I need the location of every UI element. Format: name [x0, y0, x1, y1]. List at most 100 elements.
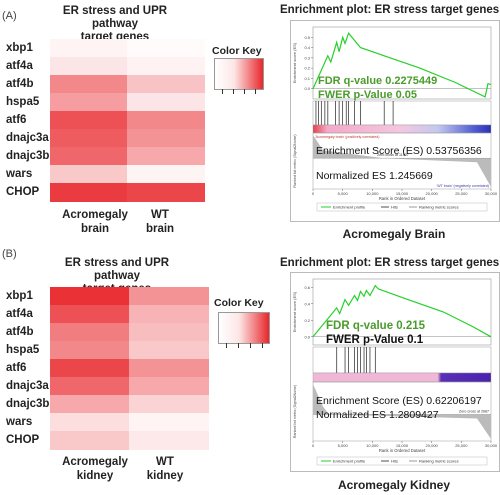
legend-box	[316, 456, 488, 466]
es-axis-label: Enrichment score (ES)	[292, 42, 297, 83]
heatmap-row-label: xbp1	[6, 290, 33, 302]
heatmap-b-col1-line2: kidney	[76, 470, 114, 482]
color-key-a	[214, 58, 264, 90]
heatmap-cell	[50, 111, 128, 130]
x-tick-label: 20,000	[426, 191, 439, 196]
legend-entry-profile: Enrichment profile	[333, 205, 366, 210]
heatmap-cell	[127, 57, 205, 76]
metric-axis-label: Ranked list metric (Signal2Noise)	[293, 134, 297, 187]
heatmap-cell	[129, 287, 209, 306]
heatmap-row-label: dnajc3a	[6, 132, 49, 144]
es-axis-label: Enrichment score (ES)	[292, 291, 297, 332]
heatmap-cell	[129, 359, 209, 378]
heatmap-cell	[129, 323, 209, 342]
gsea-a-panel: 0.0 0.1 0.2 0.3 0.4 0.5 Enrichment score (ES) R…	[290, 20, 500, 222]
gsea-a-nes: Normalized ES 1.245669	[316, 170, 433, 182]
heatmap-b	[50, 287, 209, 450]
positive-correlation-label: 'Acromegaly brain' (positively correlate…	[315, 135, 380, 139]
hits-frame	[312, 100, 492, 126]
x-tick-label: 25,000	[455, 191, 468, 196]
heatmap-cell	[127, 93, 205, 112]
color-key-a-ticks	[214, 89, 262, 95]
y-tick-label: 0.3	[304, 55, 310, 60]
correlation-bar	[312, 372, 492, 383]
y-tick-label: 0.5	[304, 35, 310, 40]
gsea-b-caption: Acromegaly Kidney	[337, 478, 451, 492]
panel-a-label: (A)	[2, 10, 17, 22]
zero-cross-label: Zero cross at 2687	[459, 409, 489, 413]
ranking-metric-area	[313, 135, 491, 187]
heatmap-cell	[50, 75, 128, 94]
legend-entry-metric: Ranking metric scores	[419, 205, 459, 210]
heatmap-b-title-line1: ER stress and UPR pathway	[64, 257, 170, 282]
y-tick-label: 0.0	[304, 334, 310, 339]
heatmap-b-col2-line1: WT	[156, 456, 174, 468]
x-tick-label: 10,000	[366, 443, 379, 448]
heatmap-cell	[129, 341, 209, 360]
color-key-b-ticks	[218, 343, 268, 349]
heatmap-a-title-line1: ER stress and UPR pathway	[62, 5, 168, 30]
heatmap-cell	[50, 165, 128, 184]
heatmap-a-col2-line1: WT	[151, 209, 169, 221]
zero-cross-label: Zero cross at 11907	[377, 153, 409, 157]
color-key-b-title: Color Key	[214, 297, 264, 309]
heatmap-cell	[50, 39, 128, 58]
gsea-a-es: Enrichment Score (ES) 0.53756356	[316, 145, 482, 157]
heatmap-cell	[50, 395, 130, 414]
heatmap-cell	[50, 323, 130, 342]
heatmap-b-col2-line2: kidney	[146, 470, 184, 482]
panel-b-label: (B)	[2, 248, 17, 260]
gsea-b-panel: 0.0 0.2 0.4 0.6 Enrichment score (ES) Ranked …	[290, 272, 500, 472]
enrichment-profile-line	[312, 31, 492, 98]
gsea-a-caption: Acromegaly Brain	[342, 227, 446, 241]
heatmap-cell	[127, 111, 205, 130]
heatmap-row-label: atf4a	[6, 308, 33, 320]
heatmap-row-label: hspa5	[6, 96, 40, 108]
hits-frame	[312, 346, 492, 374]
es-plot-frame	[312, 26, 492, 100]
x-tick-label: 10,000	[366, 191, 379, 196]
heatmap-cell	[127, 75, 205, 94]
heatmap-a-col1-line1: Acromegaly	[62, 209, 128, 221]
x-tick-label: 0	[312, 443, 315, 448]
heatmap-cell	[50, 305, 130, 324]
heatmap-a-col2-line2: brain	[145, 223, 175, 235]
heatmap-cell	[127, 183, 205, 202]
x-tick-label: 15,000	[396, 191, 409, 196]
heatmap-cell	[129, 413, 209, 432]
enrichment-profile-line	[312, 284, 492, 338]
legend-box	[316, 202, 488, 212]
heatmap-row-label: CHOP	[6, 434, 40, 446]
x-tick-label: 5,000	[338, 443, 349, 448]
es-plot-frame	[312, 278, 492, 346]
heatmap-row-label: atf4b	[6, 326, 34, 338]
x-tick-label: 30,000	[485, 443, 498, 448]
legend-entry-profile: Enrichment profile	[333, 459, 366, 464]
heatmap-row-label: dnajc3a	[6, 380, 49, 392]
legend-entry-hits: Hits	[391, 205, 398, 210]
heatmap-cell	[127, 129, 205, 148]
heatmap-row-label: atf4a	[6, 60, 33, 72]
heatmap-cell	[50, 287, 130, 306]
y-tick-label: 0.6	[304, 285, 310, 290]
heatmap-cell	[50, 431, 130, 450]
heatmap-cell	[129, 305, 209, 324]
heatmap-a-col1-line2: brain	[80, 223, 110, 235]
heatmap-cell	[129, 377, 209, 396]
heatmap-row-label: wars	[6, 168, 33, 180]
negative-correlation-label: 'WT brain' (negatively correlated)	[437, 184, 489, 188]
color-key-b	[218, 312, 270, 344]
y-tick-label: 0.1	[304, 76, 310, 81]
heatmap-b-col-label-2: WT kidney	[130, 455, 200, 483]
heatmap-cell	[127, 165, 205, 184]
x-tick-label: 5,000	[338, 191, 349, 196]
heatmap-cell	[50, 57, 128, 76]
legend-entry-metric: Ranking metric scores	[419, 459, 459, 464]
gsea-b-nes: Normalized ES 1.2809427	[316, 409, 439, 421]
x-axis-label: Rank in Ordered Dataset	[379, 448, 426, 453]
heatmap-a	[50, 39, 205, 202]
heatmap-cell	[50, 183, 128, 202]
heatmap-row-label: atf4b	[6, 78, 34, 90]
heatmap-row-label: hspa5	[6, 344, 40, 356]
x-tick-label: 15,000	[396, 443, 409, 448]
